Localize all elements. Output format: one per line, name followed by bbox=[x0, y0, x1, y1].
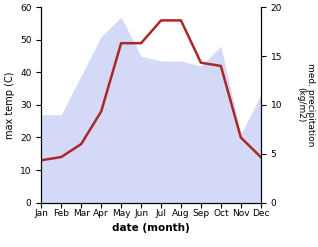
Y-axis label: med. precipitation
(kg/m2): med. precipitation (kg/m2) bbox=[296, 63, 315, 147]
Y-axis label: max temp (C): max temp (C) bbox=[4, 71, 15, 139]
X-axis label: date (month): date (month) bbox=[112, 223, 190, 233]
